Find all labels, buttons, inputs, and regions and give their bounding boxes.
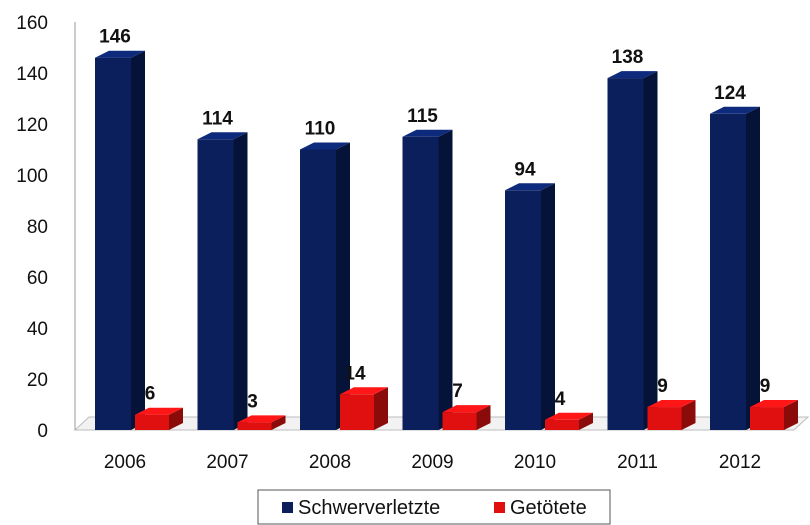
bar-getoetete-2009 — [442, 405, 491, 430]
bar-schwerverletzte-2009-top — [402, 129, 453, 137]
bar-getoetete-2009-top — [442, 405, 491, 413]
bar-getoetete-2012-front — [750, 407, 784, 430]
bar-schwerverletzte-2009-side — [438, 129, 453, 430]
bar-schwerverletzte-2007 — [197, 132, 248, 431]
legend-label-getoetete: Getötete — [510, 497, 587, 519]
y-tick-label: 60 — [27, 268, 48, 289]
x-tick-label-2009: 2009 — [411, 452, 453, 473]
bar-getoetete-2011-top — [647, 400, 696, 408]
bar-schwerverletzte-2012-top — [710, 106, 760, 114]
bar-getoetete-2010-side — [579, 412, 593, 430]
legend-swatch-schwerverletzte — [282, 502, 293, 513]
bar-schwerverletzte-2011-front — [607, 78, 644, 430]
data-label-schwerverletzte-2007: 114 — [202, 108, 233, 129]
y-tick-label: 160 — [16, 13, 48, 34]
bar-schwerverletzte-2012 — [710, 106, 760, 431]
bar-schwerverletzte-2009-front — [402, 136, 439, 430]
bar-getoetete-2012-side — [784, 400, 798, 430]
bar-schwerverletzte-2010-top — [505, 183, 555, 191]
bar-getoetete-2006 — [135, 407, 183, 430]
bar-schwerverletzte-2011-side — [643, 71, 658, 430]
y-tick-label: 80 — [27, 217, 48, 238]
legend-swatch-getoetete — [494, 502, 505, 513]
x-tick-label-2011: 2011 — [617, 452, 658, 473]
x-tick-label-2010: 2010 — [514, 452, 556, 473]
y-tick-label: 20 — [27, 370, 48, 391]
data-label-schwerverletzte-2009: 115 — [407, 106, 438, 127]
bar-getoetete-2006-top — [135, 407, 183, 415]
bar-schwerverletzte-2009 — [402, 129, 453, 430]
bar-schwerverletzte-2011 — [607, 71, 658, 430]
bar-schwerverletzte-2007-front — [197, 139, 234, 431]
bar-getoetete-2010 — [545, 412, 593, 430]
data-label-schwerverletzte-2010: 94 — [514, 159, 536, 180]
y-tick-label: 40 — [27, 319, 48, 340]
bar-getoetete-2007-top — [237, 415, 286, 423]
bar-schwerverletzte-2008-top — [300, 142, 350, 150]
bar-getoetete-2006-side — [169, 407, 183, 430]
bar-schwerverletzte-2011-top — [607, 71, 658, 79]
bar-schwerverletzte-2012-side — [746, 106, 760, 431]
bar-schwerverletzte-2006 — [95, 50, 145, 430]
data-label-getoetete-2011: 9 — [657, 376, 668, 397]
bar-getoetete-2012-top — [750, 400, 798, 408]
data-label-schwerverletzte-2008: 110 — [305, 119, 336, 140]
bars-layer — [95, 50, 798, 431]
bar-schwerverletzte-2010-side — [541, 183, 555, 430]
data-label-getoetete-2012: 9 — [760, 376, 771, 397]
bar-getoetete-2007-side — [271, 415, 286, 430]
bar-schwerverletzte-2007-side — [233, 132, 248, 431]
y-tick-label: 140 — [16, 64, 48, 85]
bar-getoetete-2009-side — [476, 405, 491, 430]
data-labels: 146 6 114 3 110 14 115 7 94 4 138 9 124 9 — [99, 27, 770, 413]
bar-schwerverletzte-2008-front — [300, 149, 336, 430]
bar-getoetete-2007-front — [237, 422, 272, 430]
y-tick-label: 120 — [16, 115, 48, 136]
y-tick-label: 100 — [16, 166, 48, 187]
bar-getoetete-2006-front — [135, 414, 169, 430]
legend-label-schwerverletzte: Schwerverletzte — [298, 497, 440, 519]
legend-frame — [257, 489, 611, 525]
bar-schwerverletzte-2010 — [505, 183, 555, 430]
bar-getoetete-2008-side — [374, 387, 388, 430]
bar-getoetete-2010-front — [545, 419, 579, 430]
bar-getoetete-2009-front — [442, 412, 477, 430]
x-tick-label-2007: 2007 — [206, 452, 248, 473]
x-tick-label-2008: 2008 — [309, 452, 351, 473]
bar-schwerverletzte-2006-top — [95, 50, 145, 58]
legend: Schwerverletzte Getötete — [257, 489, 611, 525]
bar-getoetete-2011-side — [681, 400, 696, 430]
bar-getoetete-2008-top — [340, 387, 388, 395]
bar-getoetete-2008-front — [340, 394, 374, 430]
bar-getoetete-2007 — [237, 415, 286, 430]
data-label-getoetete-2010: 4 — [555, 389, 566, 410]
x-tick-label-2006: 2006 — [104, 452, 146, 473]
bar-getoetete-2011-front — [647, 407, 682, 430]
bar-schwerverletzte-2008-side — [336, 142, 350, 430]
data-label-getoetete-2007: 3 — [247, 391, 258, 412]
y-tick-label: 0 — [37, 421, 48, 442]
bar-getoetete-2011 — [647, 400, 696, 430]
bar-schwerverletzte-2010-front — [505, 190, 541, 430]
bar-schwerverletzte-2007-top — [197, 132, 248, 140]
data-label-getoetete-2008: 14 — [344, 363, 366, 384]
bar-getoetete-2012 — [750, 400, 798, 430]
data-label-schwerverletzte-2011: 138 — [612, 47, 644, 68]
bar-schwerverletzte-2006-front — [95, 57, 131, 430]
data-label-schwerverletzte-2006: 146 — [99, 27, 131, 48]
data-label-getoetete-2006: 6 — [145, 384, 156, 405]
x-tick-label-2012: 2012 — [719, 452, 761, 473]
data-label-schwerverletzte-2012: 124 — [714, 83, 746, 104]
data-label-getoetete-2009: 7 — [452, 381, 463, 402]
bar-schwerverletzte-2006-side — [131, 50, 145, 430]
y-axis: 0 20 40 60 80 100 120 140 160 — [16, 13, 76, 442]
bar-schwerverletzte-2012-front — [710, 113, 746, 431]
x-axis: 2006 2007 2008 2009 2010 2011 2012 — [104, 452, 761, 473]
bar-getoetete-2008 — [340, 387, 388, 430]
bar-schwerverletzte-2008 — [300, 142, 350, 430]
bar-getoetete-2010-top — [545, 412, 593, 420]
